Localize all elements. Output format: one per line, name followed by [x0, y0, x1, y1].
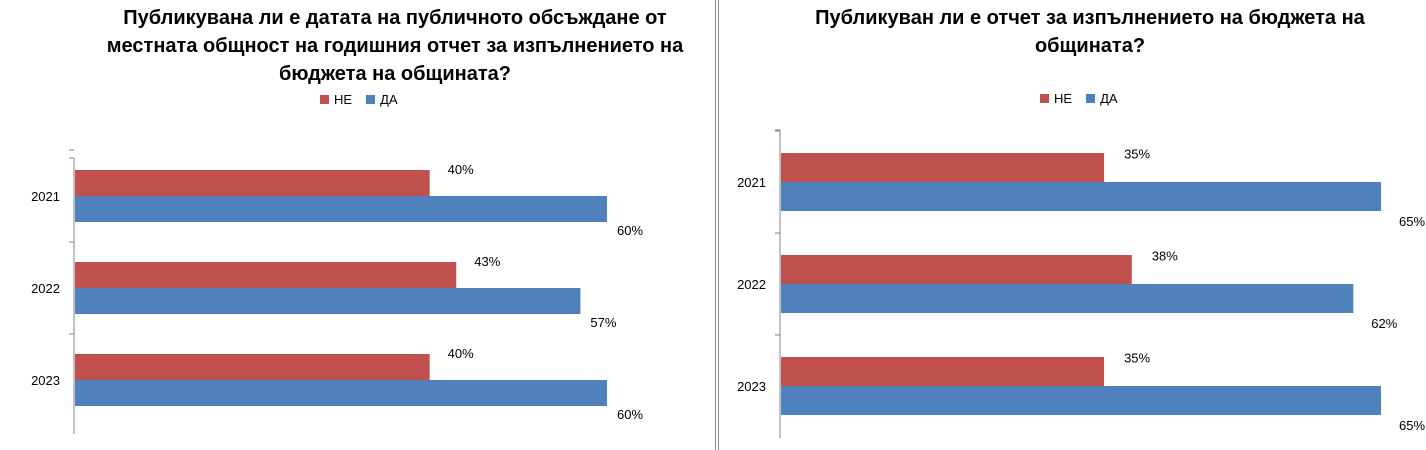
- legend-swatch: [366, 95, 376, 104]
- category-label: 2022: [31, 281, 60, 296]
- bar-da: [75, 380, 607, 406]
- legend-swatch: [320, 95, 329, 104]
- legend-item-ne: НЕ: [1040, 91, 1072, 106]
- legend-swatch: [1040, 94, 1049, 103]
- data-label: 60%: [617, 223, 643, 238]
- category-label: 2023: [31, 373, 60, 388]
- data-label: 60%: [617, 407, 643, 422]
- category-label: 2023: [737, 379, 766, 394]
- bar-ne: [75, 354, 430, 380]
- bar-ne: [781, 255, 1132, 284]
- bar-plot: 2021 40% 60% 2022 43% 57% 2023 40% 60%: [31, 149, 643, 434]
- legend: НЕ ДА: [1040, 91, 1132, 106]
- divider: [715, 0, 716, 450]
- data-label: 65%: [1399, 214, 1425, 229]
- legend-label: ДА: [380, 92, 398, 107]
- chart-title: Публикуван ли е отчет за изпълнението на…: [815, 7, 1365, 57]
- bar-ne: [75, 170, 430, 196]
- chart-title: Публикувана ли е датата на публичното об…: [106, 7, 684, 85]
- data-label: 38%: [1152, 249, 1178, 264]
- bar-ne: [781, 357, 1105, 386]
- data-label: 40%: [448, 162, 474, 177]
- legend: НЕ ДА: [320, 92, 412, 107]
- divider: [718, 0, 719, 450]
- bar-da: [75, 196, 607, 222]
- legend-label: ДА: [1100, 91, 1118, 106]
- bar-da: [781, 284, 1354, 313]
- category-label: 2021: [737, 175, 766, 190]
- data-label: 40%: [448, 346, 474, 361]
- category-label: 2022: [737, 277, 766, 292]
- category-label: 2021: [31, 189, 60, 204]
- data-label: 35%: [1124, 147, 1150, 162]
- legend-item-ne: НЕ: [320, 92, 352, 107]
- legend-item-da: ДА: [366, 92, 398, 107]
- data-label: 65%: [1399, 418, 1425, 433]
- bar-ne: [75, 262, 457, 288]
- legend-label: НЕ: [334, 92, 353, 107]
- data-label: 62%: [1371, 316, 1397, 331]
- data-label: 35%: [1124, 351, 1150, 366]
- data-label: 57%: [590, 315, 616, 330]
- legend-swatch: [1086, 94, 1096, 103]
- legend-label: НЕ: [1054, 91, 1073, 106]
- legend-item-da: ДА: [1086, 91, 1118, 106]
- data-label: 43%: [474, 254, 500, 269]
- bar-da: [781, 386, 1381, 415]
- bar-da: [781, 182, 1381, 211]
- bar-ne: [781, 153, 1105, 182]
- bar-da: [75, 288, 581, 314]
